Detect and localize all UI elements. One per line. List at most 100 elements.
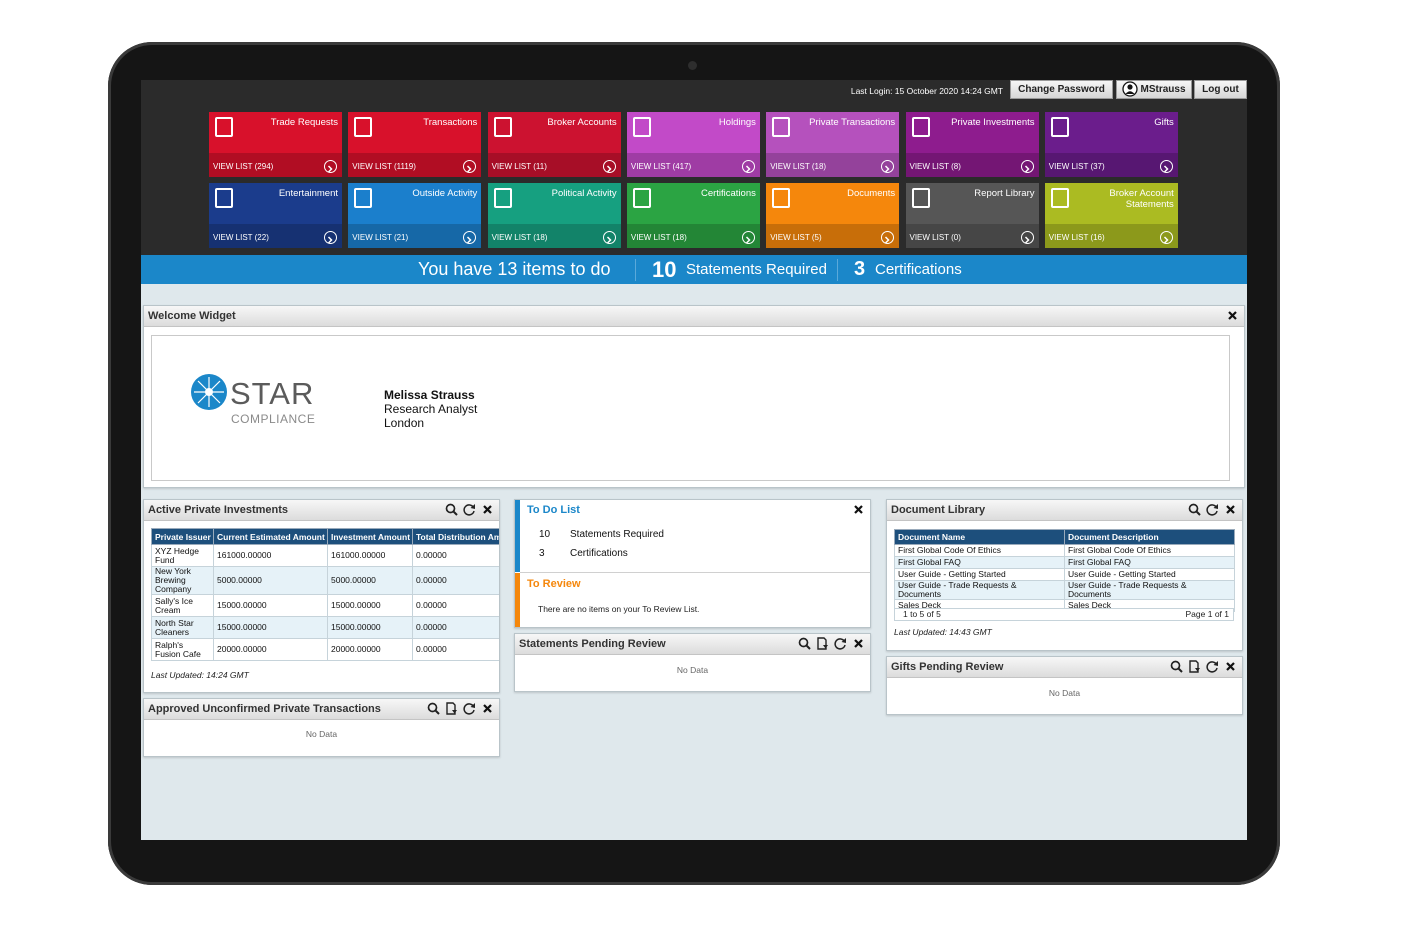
icon-refresh[interactable] (834, 637, 847, 650)
tile-link[interactable]: VIEW LIST (18) (491, 233, 548, 242)
icon-search[interactable] (427, 702, 440, 715)
tile[interactable]: Entertainment VIEW LIST (22) (209, 183, 342, 248)
tile-arrow[interactable] (741, 160, 755, 173)
icon-close[interactable] (481, 503, 494, 516)
certifications-label: Certifications (875, 261, 962, 278)
tile-arrow[interactable] (1159, 231, 1173, 244)
todo-label[interactable]: Statements Required (570, 529, 664, 540)
tile-title[interactable]: Broker Account Statements (1109, 188, 1174, 210)
icon-refresh[interactable] (463, 702, 476, 715)
column-header[interactable]: Document Name (894, 529, 1065, 545)
user-full-name: Melissa Strauss (384, 388, 475, 402)
tile-title[interactable]: Outside Activity (412, 188, 478, 199)
tile-icon (215, 188, 233, 208)
tile-arrow[interactable] (741, 231, 755, 244)
tile-arrow[interactable] (602, 231, 616, 244)
tile-arrow[interactable] (463, 160, 477, 173)
icon-refresh[interactable] (1206, 660, 1219, 673)
icon-close[interactable] (1226, 309, 1239, 322)
tile-arrow[interactable] (1159, 160, 1173, 173)
tile-link[interactable]: VIEW LIST (417) (630, 162, 692, 171)
icon-search[interactable] (445, 503, 458, 516)
tile-arrow[interactable] (881, 231, 895, 244)
tile-link[interactable]: VIEW LIST (1119) (352, 162, 416, 171)
tile-shade (626, 224, 760, 248)
tile-link[interactable]: VIEW LIST (21) (352, 233, 409, 242)
tile-link[interactable]: VIEW LIST (294) (213, 162, 274, 171)
icon-shape (1228, 311, 1237, 320)
widget: Gifts Pending Review No Data (886, 656, 1243, 715)
tile-link[interactable]: VIEW LIST (37) (1048, 162, 1105, 171)
icon-search[interactable] (1170, 660, 1183, 673)
icon-close[interactable] (1224, 660, 1237, 673)
tile-title[interactable]: Certifications (700, 188, 756, 199)
tile[interactable]: Documents VIEW LIST (5) (766, 183, 900, 248)
logout-button[interactable]: Log out (1194, 80, 1247, 99)
column-header[interactable]: Investment Amount (327, 528, 413, 545)
tile-title[interactable]: Holdings (718, 117, 756, 128)
tile-arrow[interactable] (1020, 231, 1034, 244)
tile[interactable]: Gifts VIEW LIST (37) (1044, 112, 1178, 177)
table-cell: 20000.00000 (327, 638, 413, 661)
icon-export[interactable] (816, 637, 829, 650)
divider (837, 259, 838, 281)
icon-export[interactable] (1188, 660, 1201, 673)
tile-title[interactable]: Political Activity (551, 188, 617, 199)
tile[interactable]: Political Activity VIEW LIST (18) (487, 183, 621, 248)
tile-link[interactable]: VIEW LIST (5) (770, 233, 822, 242)
tile-title[interactable]: Documents (847, 188, 896, 199)
tile[interactable]: Broker Accounts VIEW LIST (11) (487, 112, 621, 177)
column-header[interactable]: Total Distribution Am (412, 528, 499, 545)
icon-search[interactable] (1188, 503, 1201, 516)
icon-refresh[interactable] (1206, 503, 1219, 516)
tile-link[interactable]: VIEW LIST (18) (770, 162, 827, 171)
tile-arrow[interactable] (1020, 160, 1034, 173)
icon-shape (483, 505, 492, 514)
tile-link[interactable]: VIEW LIST (22) (213, 233, 269, 242)
tile[interactable]: Report Library VIEW LIST (0) (905, 183, 1039, 248)
column-header[interactable]: Document Description (1064, 529, 1235, 545)
tile-arrow[interactable] (881, 160, 895, 173)
tile-icon (632, 188, 651, 208)
icon-close[interactable] (852, 503, 865, 516)
tile[interactable]: Outside Activity VIEW LIST (21) (348, 183, 482, 248)
tile[interactable]: Holdings VIEW LIST (417) (626, 112, 760, 177)
icon-close[interactable] (481, 702, 494, 715)
tile[interactable]: Private Investments VIEW LIST (8) (905, 112, 1039, 177)
separator (520, 572, 870, 573)
user-name[interactable]: MStrauss (1140, 84, 1186, 95)
tile-title[interactable]: Private Investments (951, 117, 1035, 128)
tile-link[interactable]: VIEW LIST (18) (630, 233, 687, 242)
tile-arrow[interactable] (324, 231, 337, 244)
user-button[interactable]: MStrauss (1116, 80, 1192, 99)
tile-title[interactable]: Gifts (1154, 117, 1174, 128)
tile[interactable]: Trade Requests VIEW LIST (294) (209, 112, 342, 177)
tile[interactable]: Private Transactions VIEW LIST (18) (766, 112, 900, 177)
tile-title[interactable]: Entertainment (278, 188, 338, 199)
column-header[interactable]: Private Issuer (151, 528, 214, 545)
tile-arrow[interactable] (324, 160, 337, 173)
widget-title: Approved Unconfirmed Private Transaction… (148, 703, 381, 715)
tile-title[interactable]: Broker Accounts (547, 117, 617, 128)
icon-close[interactable] (1224, 503, 1237, 516)
tile-link[interactable]: VIEW LIST (0) (909, 233, 961, 242)
icon-refresh[interactable] (463, 503, 476, 516)
tile-arrow[interactable] (602, 160, 616, 173)
tile-title[interactable]: Private Transactions (809, 117, 896, 128)
tile-title[interactable]: Trade Requests (270, 117, 338, 128)
tile-arrow[interactable] (463, 231, 477, 244)
change-password-button[interactable]: Change Password (1010, 80, 1113, 99)
tile-link[interactable]: VIEW LIST (16) (1048, 233, 1105, 242)
todo-label[interactable]: Certifications (570, 548, 628, 559)
tile[interactable]: Certifications VIEW LIST (18) (626, 183, 760, 248)
icon-close[interactable] (852, 637, 865, 650)
tile-link[interactable]: VIEW LIST (8) (909, 162, 961, 171)
icon-export[interactable] (445, 702, 458, 715)
tile-link[interactable]: VIEW LIST (11) (491, 162, 547, 171)
icon-search[interactable] (798, 637, 811, 650)
column-header[interactable]: Current Estimated Amount (213, 528, 328, 545)
tile[interactable]: Broker Account Statements VIEW LIST (16) (1044, 183, 1178, 248)
tile[interactable]: Transactions VIEW LIST (1119) (348, 112, 482, 177)
tile-title[interactable]: Report Library (974, 188, 1035, 199)
tile-title[interactable]: Transactions (423, 117, 478, 128)
